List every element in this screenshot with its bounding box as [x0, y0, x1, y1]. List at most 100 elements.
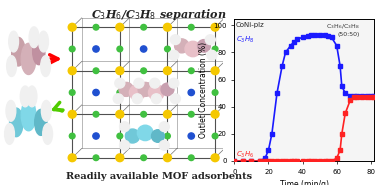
Circle shape	[188, 46, 194, 52]
Circle shape	[93, 46, 99, 52]
Circle shape	[119, 82, 133, 96]
Circle shape	[142, 83, 155, 96]
Circle shape	[188, 111, 194, 117]
Text: CoNi-plz: CoNi-plz	[236, 22, 265, 28]
Circle shape	[117, 90, 123, 95]
Text: C$_3$H$_6$: C$_3$H$_6$	[236, 150, 254, 160]
Circle shape	[43, 124, 53, 144]
Circle shape	[211, 23, 219, 31]
Circle shape	[93, 133, 99, 139]
Circle shape	[141, 46, 147, 52]
Circle shape	[93, 155, 99, 161]
Text: C$_3$H$_6$/C$_3$H$_8$
(50:50): C$_3$H$_6$/C$_3$H$_8$ (50:50)	[327, 23, 360, 37]
Text: C$_3$H$_8$: C$_3$H$_8$	[236, 35, 254, 45]
Circle shape	[129, 85, 145, 100]
Circle shape	[164, 46, 170, 52]
Circle shape	[141, 133, 147, 139]
Circle shape	[41, 56, 51, 77]
Circle shape	[116, 110, 124, 118]
Circle shape	[150, 78, 160, 88]
X-axis label: Time (min/g): Time (min/g)	[280, 180, 329, 185]
Circle shape	[69, 133, 75, 139]
Circle shape	[6, 100, 16, 121]
Circle shape	[161, 83, 174, 96]
Circle shape	[188, 133, 194, 139]
Circle shape	[93, 24, 99, 30]
Circle shape	[163, 154, 171, 162]
Circle shape	[69, 46, 75, 52]
Circle shape	[212, 46, 218, 52]
Circle shape	[134, 78, 144, 88]
Circle shape	[119, 122, 130, 132]
Circle shape	[116, 23, 124, 31]
Circle shape	[175, 39, 189, 53]
Circle shape	[164, 133, 170, 139]
Circle shape	[212, 133, 218, 139]
Circle shape	[205, 35, 215, 45]
Circle shape	[141, 89, 147, 96]
Circle shape	[9, 108, 23, 137]
Circle shape	[169, 78, 179, 88]
Circle shape	[169, 50, 179, 60]
Circle shape	[5, 124, 14, 144]
Y-axis label: Outlet Concentration (%): Outlet Concentration (%)	[199, 42, 208, 138]
Circle shape	[68, 67, 76, 75]
Circle shape	[198, 40, 211, 52]
Circle shape	[141, 24, 147, 30]
Circle shape	[159, 122, 169, 132]
Circle shape	[163, 110, 171, 118]
Circle shape	[141, 155, 147, 161]
Text: C$_3$H$_6$/C$_3$H$_8$ separation: C$_3$H$_6$/C$_3$H$_8$ separation	[91, 7, 226, 22]
Circle shape	[212, 90, 218, 95]
Circle shape	[117, 46, 123, 52]
Circle shape	[113, 94, 123, 104]
Circle shape	[68, 154, 76, 162]
Circle shape	[170, 94, 180, 104]
Circle shape	[159, 140, 169, 150]
Circle shape	[141, 68, 147, 74]
Circle shape	[21, 43, 36, 75]
Circle shape	[141, 111, 147, 117]
Circle shape	[117, 133, 123, 139]
Circle shape	[149, 85, 164, 100]
Circle shape	[35, 109, 47, 135]
Circle shape	[151, 94, 161, 104]
Circle shape	[41, 100, 51, 121]
Circle shape	[138, 82, 152, 96]
Circle shape	[116, 154, 124, 162]
Circle shape	[211, 67, 219, 75]
Circle shape	[93, 68, 99, 74]
Circle shape	[27, 86, 37, 107]
Circle shape	[188, 89, 194, 96]
Circle shape	[164, 90, 170, 95]
Circle shape	[93, 111, 99, 117]
Circle shape	[39, 31, 48, 52]
Circle shape	[211, 110, 219, 118]
Circle shape	[188, 155, 194, 161]
Circle shape	[115, 78, 125, 88]
Circle shape	[69, 90, 75, 95]
Circle shape	[116, 67, 124, 75]
Circle shape	[93, 89, 99, 96]
Circle shape	[188, 24, 194, 30]
Circle shape	[211, 154, 219, 162]
Circle shape	[163, 67, 171, 75]
Circle shape	[119, 140, 130, 150]
Circle shape	[12, 37, 25, 66]
Circle shape	[20, 86, 30, 107]
Circle shape	[188, 68, 194, 74]
Circle shape	[9, 31, 19, 52]
Circle shape	[163, 23, 171, 31]
Circle shape	[207, 50, 217, 60]
Circle shape	[33, 39, 45, 65]
Circle shape	[185, 41, 201, 57]
Circle shape	[125, 129, 139, 143]
Circle shape	[152, 130, 164, 142]
Circle shape	[68, 23, 76, 31]
Circle shape	[170, 35, 180, 45]
Circle shape	[132, 94, 142, 104]
Circle shape	[137, 125, 153, 141]
Circle shape	[29, 27, 39, 48]
Circle shape	[21, 100, 36, 131]
Circle shape	[68, 110, 76, 118]
